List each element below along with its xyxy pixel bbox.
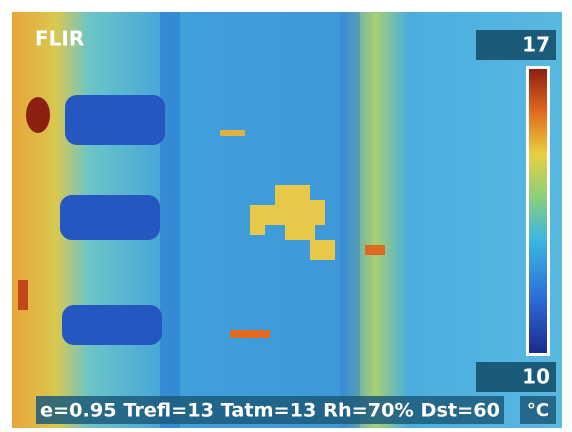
parameters: e=0.95 Trefl=13 Tatm=13 Rh=70% Dst=60 (40, 400, 500, 422)
unit: °C (527, 400, 549, 421)
logo: FLIR (35, 27, 84, 51)
scale-max: 17 (522, 33, 550, 57)
scale-min: 10 (522, 365, 550, 389)
thermal-image (12, 12, 562, 428)
color-scale (529, 69, 547, 353)
